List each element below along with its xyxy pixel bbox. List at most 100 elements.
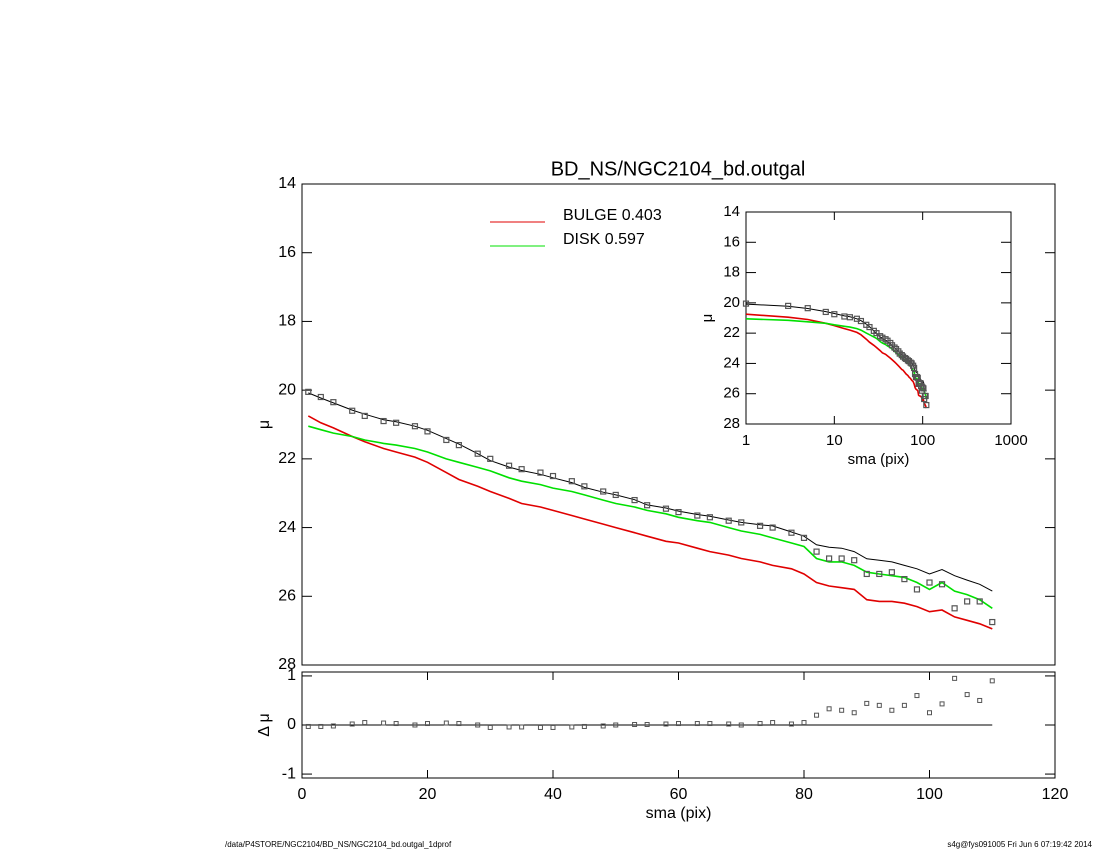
residual-point bbox=[952, 675, 958, 681]
residual-point bbox=[349, 721, 355, 727]
residual-point bbox=[362, 720, 368, 726]
y-tick-label: 14 bbox=[723, 203, 740, 220]
data-point bbox=[380, 417, 387, 425]
data-point bbox=[518, 466, 525, 473]
data-point bbox=[831, 311, 838, 318]
footer-right: s4g@fys091005 Fri Jun 6 07:19:42 2014 bbox=[947, 840, 1092, 849]
series-line bbox=[745, 313, 928, 409]
data-point bbox=[600, 488, 607, 495]
data-point bbox=[305, 388, 312, 395]
residual-point bbox=[788, 721, 794, 727]
footer-left: /data/P4STORE/NGC2104/BD_NS/NGC2104_bd.o… bbox=[225, 840, 452, 849]
data-point bbox=[411, 423, 419, 430]
residual-point bbox=[613, 722, 619, 728]
data-point bbox=[866, 323, 873, 331]
residual-point bbox=[644, 722, 650, 728]
y-tick-label: 28 bbox=[723, 415, 740, 432]
residual-point bbox=[600, 723, 606, 729]
y-axis-label: μ bbox=[256, 420, 273, 429]
data-point bbox=[756, 522, 764, 529]
residual-point bbox=[318, 723, 324, 729]
data-point bbox=[505, 462, 513, 469]
data-point bbox=[474, 450, 481, 457]
data-point bbox=[581, 483, 588, 490]
y-tick-label: 20 bbox=[723, 294, 740, 311]
residual-point bbox=[801, 720, 807, 726]
residual-point bbox=[537, 724, 543, 730]
data-point bbox=[662, 505, 670, 512]
residual-point bbox=[676, 721, 681, 727]
data-point bbox=[919, 384, 926, 391]
residual-point bbox=[851, 710, 857, 716]
residual-point bbox=[901, 702, 907, 708]
y-tick-label: 20 bbox=[278, 381, 296, 398]
residual-point bbox=[757, 721, 763, 727]
residual-point bbox=[889, 707, 895, 713]
series-line bbox=[308, 425, 993, 609]
residual-point bbox=[456, 721, 462, 727]
data-point bbox=[891, 344, 898, 351]
data-point bbox=[976, 598, 983, 605]
data-point bbox=[549, 472, 557, 480]
plot-frame bbox=[745, 211, 1012, 425]
y-tick-label: 0 bbox=[287, 716, 296, 733]
x-tick-label: 80 bbox=[795, 786, 813, 803]
y-tick-label: 16 bbox=[723, 233, 740, 250]
data-point bbox=[989, 618, 996, 626]
y-tick-label: -1 bbox=[282, 765, 296, 782]
data-point bbox=[738, 519, 745, 526]
residual-point bbox=[989, 678, 995, 684]
residual-point bbox=[393, 721, 399, 727]
residual-point bbox=[876, 702, 882, 708]
residual-point bbox=[632, 722, 638, 728]
data-point bbox=[424, 428, 431, 435]
data-point bbox=[846, 314, 853, 321]
y-tick-label: 14 bbox=[278, 175, 296, 192]
residual-point bbox=[519, 724, 525, 730]
residual-point bbox=[412, 722, 418, 728]
data-point bbox=[923, 401, 930, 409]
data-point bbox=[838, 555, 845, 562]
y-tick-label: 24 bbox=[278, 519, 296, 536]
residual-point bbox=[506, 724, 512, 730]
x-axis-label: sma (pix) bbox=[646, 805, 712, 822]
residual-point bbox=[381, 720, 387, 726]
data-point bbox=[788, 529, 795, 536]
residual-point bbox=[694, 721, 700, 727]
residual-point bbox=[770, 720, 776, 726]
x-tick-label: 40 bbox=[544, 786, 562, 803]
data-point bbox=[822, 308, 829, 316]
data-point bbox=[443, 436, 450, 444]
data-point bbox=[568, 478, 575, 485]
data-point bbox=[742, 300, 750, 307]
series-line bbox=[745, 318, 928, 400]
x-tick-label: 1000 bbox=[994, 432, 1027, 449]
residual-point bbox=[738, 722, 744, 728]
data-point bbox=[785, 302, 792, 309]
residual-point bbox=[475, 722, 481, 728]
data-point bbox=[813, 548, 820, 555]
y-tick-label: 28 bbox=[278, 656, 296, 673]
x-tick-label: 120 bbox=[1042, 786, 1069, 803]
y-axis-label: μ bbox=[699, 314, 716, 323]
data-point bbox=[825, 555, 833, 562]
data-point bbox=[800, 534, 808, 541]
x-tick-label: 60 bbox=[670, 786, 688, 803]
data-point bbox=[330, 399, 337, 406]
data-point bbox=[804, 305, 811, 312]
residual-point bbox=[864, 700, 870, 706]
residual-point bbox=[839, 707, 845, 713]
data-point bbox=[911, 364, 918, 372]
data-point bbox=[706, 514, 713, 521]
legend-label: DISK 0.597 bbox=[563, 231, 645, 248]
data-point bbox=[926, 579, 933, 586]
x-tick-label: 0 bbox=[298, 786, 307, 803]
x-axis-label: sma (pix) bbox=[848, 451, 910, 468]
data-point bbox=[863, 570, 870, 578]
data-point bbox=[922, 392, 929, 400]
residual-point bbox=[977, 697, 983, 703]
y-tick-label: 26 bbox=[278, 588, 296, 605]
data-point bbox=[612, 491, 619, 499]
y-tick-label: 1 bbox=[287, 667, 296, 684]
